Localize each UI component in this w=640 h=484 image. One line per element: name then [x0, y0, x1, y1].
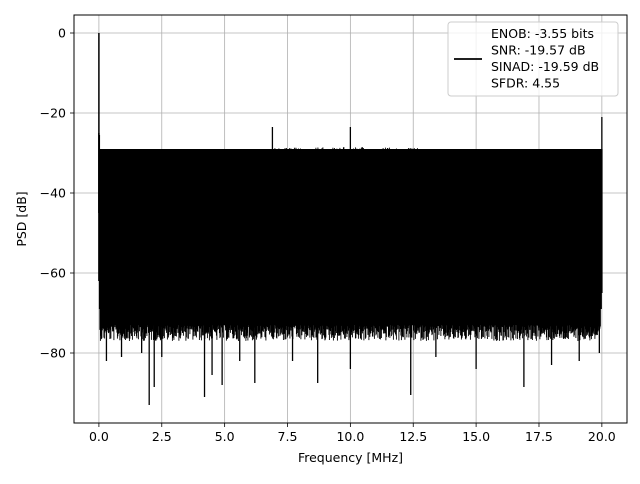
x-tick-label: 20.0 [588, 429, 616, 444]
psd-noise-core [98, 149, 602, 309]
x-tick-label: 0.0 [89, 429, 109, 444]
legend-line-snr: SNR: -19.57 dB [491, 43, 586, 58]
y-tick-label: −40 [40, 186, 66, 201]
y-axis-label: PSD [dB] [14, 191, 29, 246]
x-tick-label: 12.5 [399, 429, 427, 444]
y-tick-label: −20 [40, 106, 66, 121]
legend-line-sinad: SINAD: -19.59 dB [491, 59, 599, 74]
y-tick-label: −80 [40, 346, 66, 361]
legend-box [447, 21, 619, 97]
x-axis-label: Frequency [MHz] [298, 450, 403, 465]
y-tick-label: 0 [58, 26, 66, 41]
x-tick-label: 2.5 [152, 429, 172, 444]
x-tick-label: 7.5 [278, 429, 298, 444]
plot-area [98, 33, 603, 405]
legend-line-enob: ENOB: -3.55 bits [491, 26, 594, 41]
x-tick-label: 5.0 [215, 429, 235, 444]
x-tick-label: 15.0 [462, 429, 490, 444]
x-tick-label: 17.5 [525, 429, 553, 444]
ticks: 0.0 2.5 5.0 7.5 10.0 12.5 15.0 17.5 20.0 0 −20 −40 −… [40, 26, 616, 445]
legend-line-sfdr: SFDR: 4.55 [491, 76, 560, 91]
x-tick-label: 10.0 [336, 429, 364, 444]
legend: ENOB: -3.55 bits SNR: -19.57 dB SINAD: -… [447, 21, 619, 97]
y-tick-label: −60 [40, 266, 66, 281]
